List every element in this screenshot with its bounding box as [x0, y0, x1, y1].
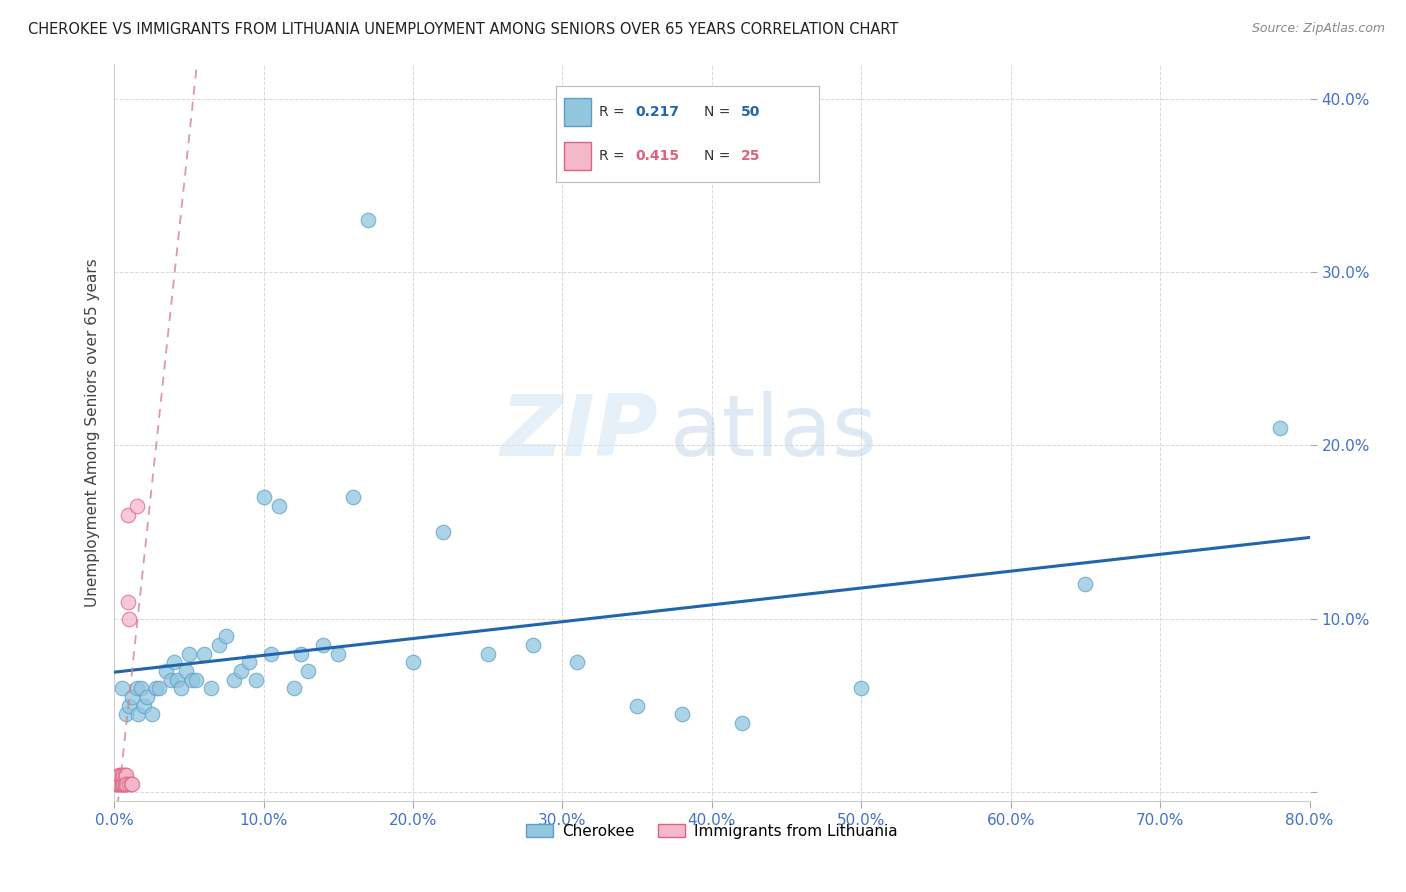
Point [402, 655, 425, 669]
Text: Source: ZipAtlas.com: Source: ZipAtlas.com [1251, 22, 1385, 36]
Point [1074, 577, 1097, 591]
Point [522, 638, 544, 652]
Point [166, 673, 188, 687]
Point [105, 776, 128, 790]
Point [477, 647, 499, 661]
Point [145, 681, 167, 696]
Point [731, 715, 754, 730]
Point [111, 776, 134, 790]
Point [112, 768, 135, 782]
Point [312, 638, 335, 652]
Point [117, 508, 139, 522]
Point [200, 681, 222, 696]
Text: CHEROKEE VS IMMIGRANTS FROM LITHUANIA UNEMPLOYMENT AMONG SENIORS OVER 65 YEARS C: CHEROKEE VS IMMIGRANTS FROM LITHUANIA UN… [28, 22, 898, 37]
Point [851, 681, 873, 696]
Point [127, 707, 149, 722]
Point [231, 664, 253, 678]
Point [671, 707, 693, 722]
Point [111, 681, 134, 696]
Legend: Cherokee, Immigrants from Lithuania: Cherokee, Immigrants from Lithuania [520, 818, 904, 845]
Point [121, 690, 143, 704]
Point [215, 629, 238, 643]
Point [567, 655, 589, 669]
Point [111, 768, 134, 782]
Point [125, 499, 148, 513]
Point [129, 681, 152, 696]
Point [283, 681, 305, 696]
Point [107, 768, 129, 782]
Point [104, 776, 127, 790]
Point [267, 499, 290, 513]
Point [112, 776, 135, 790]
Point [163, 655, 186, 669]
Point [111, 776, 134, 790]
Point [114, 768, 136, 782]
Point [432, 525, 454, 540]
Point [160, 673, 183, 687]
Point [177, 647, 200, 661]
Text: ZIP: ZIP [501, 391, 658, 474]
Point [170, 681, 193, 696]
Point [108, 776, 131, 790]
Point [136, 690, 159, 704]
Point [118, 698, 141, 713]
Point [252, 491, 274, 505]
Point [105, 776, 128, 790]
Point [180, 673, 202, 687]
Point [357, 213, 380, 227]
Point [208, 638, 231, 652]
Text: atlas: atlas [671, 391, 879, 474]
Point [120, 776, 142, 790]
Point [222, 673, 245, 687]
Point [155, 664, 177, 678]
Point [141, 707, 163, 722]
Point [260, 647, 283, 661]
Point [328, 647, 350, 661]
Point [118, 612, 141, 626]
Point [115, 768, 138, 782]
Point [148, 681, 170, 696]
Point [121, 776, 143, 790]
Point [1268, 421, 1291, 435]
Point [114, 776, 136, 790]
Point [132, 698, 155, 713]
Point [238, 655, 260, 669]
Point [290, 647, 312, 661]
Point [193, 647, 215, 661]
Point [117, 594, 139, 608]
Y-axis label: Unemployment Among Seniors over 65 years: Unemployment Among Seniors over 65 years [86, 258, 100, 607]
Point [245, 673, 267, 687]
Point [114, 776, 136, 790]
Point [118, 776, 141, 790]
Point [108, 768, 131, 782]
Point [107, 776, 129, 790]
Point [297, 664, 319, 678]
Point [115, 776, 138, 790]
Point [342, 491, 364, 505]
Point [115, 707, 138, 722]
Point [125, 681, 148, 696]
Point [186, 673, 208, 687]
Point [626, 698, 648, 713]
Point [174, 664, 197, 678]
Point [112, 776, 135, 790]
